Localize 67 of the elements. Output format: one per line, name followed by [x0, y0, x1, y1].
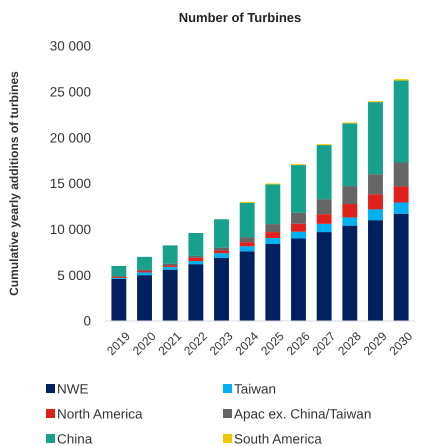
legend-label: NWE: [57, 382, 88, 397]
legend-label: North America: [57, 406, 144, 422]
bar: [368, 174, 383, 194]
bar: [240, 237, 255, 242]
bar: [162, 266, 178, 270]
bar: [265, 184, 280, 224]
bar: [316, 214, 332, 224]
bar: [240, 202, 255, 238]
bar: [394, 80, 409, 163]
bar: [240, 242, 255, 246]
bar: [394, 202, 409, 214]
legend-label: China: [57, 432, 93, 446]
bar: [265, 232, 280, 238]
bar: [214, 219, 229, 248]
bar: [111, 278, 126, 321]
bar: [368, 209, 383, 220]
chart-title: Number of Turbines: [178, 10, 302, 25]
bar: [342, 186, 358, 204]
bar: [316, 224, 332, 232]
bar: [188, 258, 204, 261]
bar: [394, 186, 409, 202]
legend-label: Apac ex. China/Taiwan: [234, 406, 372, 422]
y-tick-label: 10 000: [50, 222, 91, 238]
bar: [368, 220, 383, 321]
bar: [188, 260, 204, 264]
bar: [111, 266, 126, 276]
y-axis-title: Cumulative yearly additions of turbines: [7, 70, 21, 296]
bar: [162, 270, 178, 321]
bar: [342, 123, 358, 186]
bar: [137, 272, 152, 276]
y-tick-label: 20 000: [50, 130, 91, 146]
bar: [214, 248, 229, 250]
bar: [214, 258, 229, 321]
bar: [394, 214, 409, 321]
legend-label: Taiwan: [234, 382, 276, 397]
bar: [265, 244, 280, 321]
bar: [291, 224, 306, 232]
bar: [316, 199, 332, 214]
bar: [291, 165, 306, 213]
bar: [137, 275, 152, 321]
bar: [188, 264, 204, 321]
bar: [291, 232, 306, 238]
bar: [214, 253, 229, 258]
y-tick-label: 15 000: [50, 176, 91, 192]
bar: [368, 102, 383, 174]
y-tick-label: 0: [83, 314, 91, 329]
bar: [316, 145, 332, 200]
bar: [291, 212, 306, 224]
legend-label: South America: [234, 432, 322, 446]
bar: [368, 194, 383, 210]
bar: [137, 256, 152, 270]
bar: [291, 238, 306, 321]
bar: [342, 226, 358, 321]
bar: [265, 238, 280, 244]
bar: [214, 250, 229, 254]
bar: [240, 251, 255, 321]
bar: [342, 204, 358, 218]
bar: [162, 245, 178, 264]
bar: [188, 233, 204, 256]
bar: [342, 217, 358, 226]
y-tick-label: 5 000: [57, 268, 91, 283]
bar: [394, 162, 409, 186]
bar: [316, 232, 332, 321]
y-tick-label: 25 000: [50, 84, 91, 100]
bar: [240, 246, 255, 252]
bar: [265, 224, 280, 232]
y-tick-label: 30 000: [50, 38, 91, 54]
